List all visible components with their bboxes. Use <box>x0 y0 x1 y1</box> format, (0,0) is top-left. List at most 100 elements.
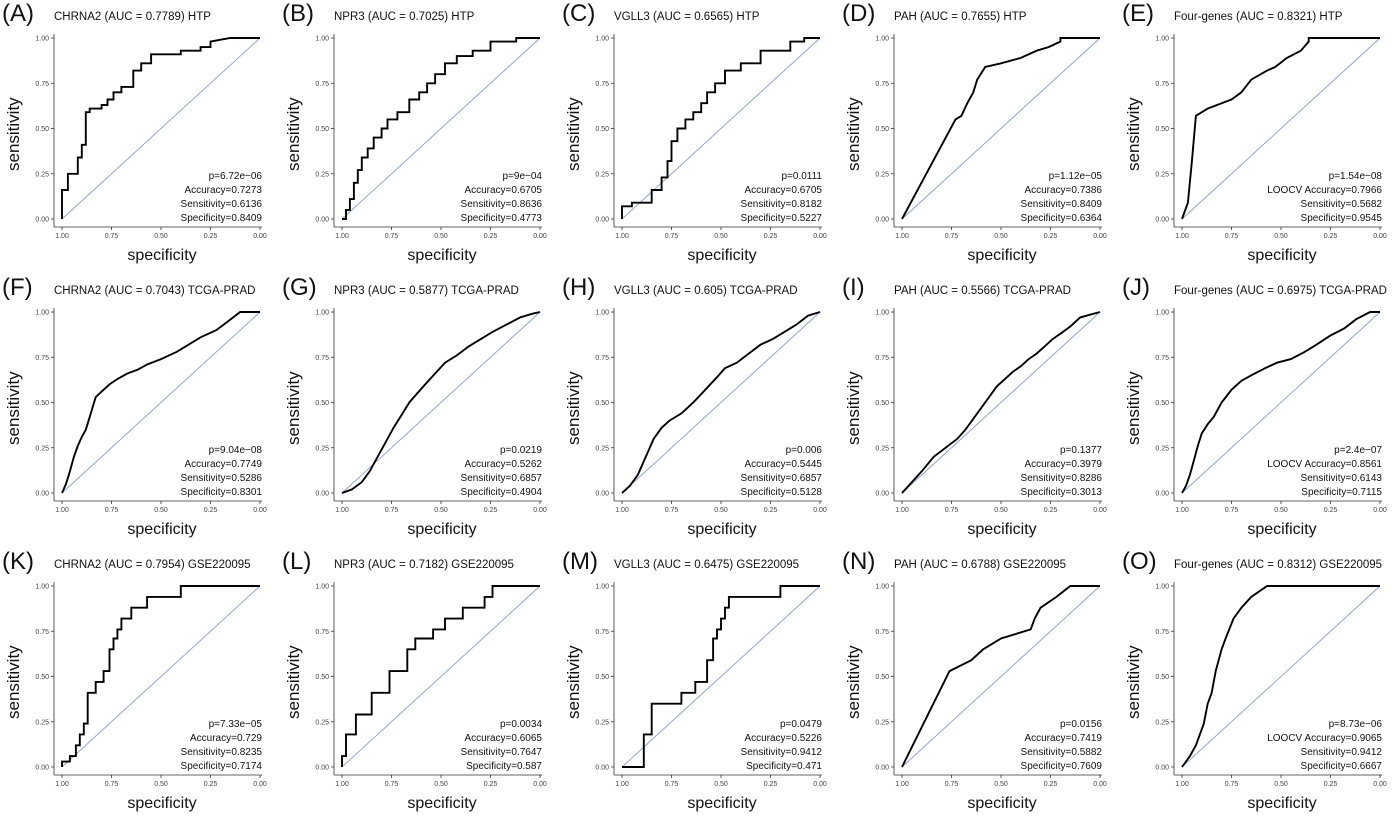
x-axis-label: specificity <box>407 795 477 812</box>
y-tick-label: 0.50 <box>315 126 329 133</box>
stats-line: Specificity=0.3013 <box>1020 487 1102 498</box>
roc-curve <box>342 37 540 220</box>
x-tick-label: 0.00 <box>1373 233 1387 240</box>
y-axis-label: sensitivity <box>4 370 23 445</box>
stats-line: Accuracy=0.7749 <box>184 459 262 470</box>
x-tick-label: 1.00 <box>55 233 69 240</box>
stats-line: LOOCV Accuracy=0.8561 <box>1267 459 1382 470</box>
stats-annotation: p=0.0219 Accuracy=0.5262 Sensitivity=0.685… <box>461 444 542 500</box>
panel-letter: (G) <box>282 274 317 301</box>
y-tick-label: 0.75 <box>595 81 609 88</box>
x-tick-label: 0.25 <box>204 781 218 788</box>
stats-annotation: p=0.0156 Accuracy=0.7419 Sensitivity=0.588… <box>1021 718 1102 774</box>
x-axis-label: specificity <box>1247 795 1317 812</box>
stats-line: Sensitivity=0.9412 <box>1300 747 1382 758</box>
reference-diagonal <box>621 585 821 768</box>
panel-letter: (D) <box>842 0 876 27</box>
stats-line: Sensitivity=0.5286 <box>180 473 262 484</box>
x-tick-label: 0.00 <box>1373 781 1387 788</box>
y-tick-label: 0.00 <box>595 491 609 498</box>
x-tick-label: 0.50 <box>994 781 1008 788</box>
x-tick-label: 1.00 <box>895 233 909 240</box>
roc-curve <box>901 585 1100 768</box>
roc-plot: 0.00 0.25 0.50 0.75 1.00 1.00 0.75 0.50 0.25 0.00 <box>35 582 267 788</box>
stats-line: Sensitivity=0.6857 <box>740 473 822 484</box>
x-tick-label: 0.25 <box>204 507 218 514</box>
stats-line: Sensitivity=0.8286 <box>1020 473 1102 484</box>
roc-curve <box>621 37 820 219</box>
x-tick-label: 0.50 <box>434 507 448 514</box>
stats-line: Specificity=0.5128 <box>740 487 822 498</box>
stats-annotation: p=9e−04 Accuracy=0.6705 Sensitivity=0.8636… <box>461 170 542 226</box>
stats-line: p=0.0156 <box>1060 719 1102 730</box>
y-tick-label: 0.00 <box>315 765 329 772</box>
roc-panel: (O) Four-genes (AUC = 0.8312) GSE220095 0.… <box>1120 548 1400 822</box>
panel-title: CHRNA2 (AUC = 0.7954) GSE220095 <box>54 559 251 571</box>
roc-plot: 0.00 0.25 0.50 0.75 1.00 1.00 0.75 0.50 0.25 0.00 <box>1155 308 1387 514</box>
reference-diagonal <box>1181 311 1381 494</box>
roc-curve <box>621 311 821 494</box>
stats-line: p=0.006 <box>785 445 822 456</box>
x-axis-label: specificity <box>1247 247 1317 264</box>
y-tick-label: 1.00 <box>315 584 329 591</box>
stats-line: Sensitivity=0.8182 <box>740 199 822 210</box>
y-tick-label: 0.00 <box>315 217 329 224</box>
y-tick-label: 1.00 <box>1155 36 1169 43</box>
reference-diagonal <box>901 311 1101 494</box>
stats-line: p=2.4e−07 <box>1334 445 1382 456</box>
y-tick-label: 0.25 <box>35 171 49 178</box>
y-tick-label: 0.00 <box>875 491 889 498</box>
roc-panel: (I) PAH (AUC = 0.5566) TCGA-PRAD 0.00 0.25 0… <box>840 274 1120 548</box>
stats-line: Accuracy=0.5262 <box>464 459 542 470</box>
x-tick-label: 0.00 <box>253 233 267 240</box>
stats-line: p=7.33e−05 <box>208 719 262 730</box>
reference-diagonal <box>901 37 1101 220</box>
roc-curve <box>901 311 1101 494</box>
x-tick-label: 1.00 <box>615 233 629 240</box>
stats-line: p=0.0479 <box>780 719 822 730</box>
x-tick-label: 1.00 <box>335 781 349 788</box>
panel-letter: (B) <box>282 0 314 27</box>
stats-annotation: p=9.04e−08 Accuracy=0.7749 Sensitivity=0.5… <box>181 444 262 500</box>
stats-line: Accuracy=0.3979 <box>1024 459 1102 470</box>
stats-line: p=8.73e−06 <box>1328 719 1382 730</box>
x-tick-label: 0.50 <box>154 781 168 788</box>
stats-line: Specificity=0.5227 <box>740 213 822 224</box>
stats-line: p=6.72e−06 <box>208 171 262 182</box>
x-tick-label: 1.00 <box>1175 781 1189 788</box>
y-tick-label: 0.75 <box>875 355 889 362</box>
x-tick-label: 1.00 <box>55 781 69 788</box>
stats-line: Specificity=0.4773 <box>460 213 542 224</box>
y-tick-label: 0.50 <box>875 400 889 407</box>
y-tick-label: 0.00 <box>1155 491 1169 498</box>
y-tick-label: 0.50 <box>35 126 49 133</box>
roc-panel: (C) VGLL3 (AUC = 0.6565) HTP 0.00 0.25 0.50 0… <box>560 0 840 274</box>
roc-panel: (K) CHRNA2 (AUC = 0.7954) GSE220095 0.00 0.… <box>0 548 280 822</box>
x-tick-label: 1.00 <box>1175 233 1189 240</box>
x-tick-label: 0.25 <box>484 781 498 788</box>
y-axis-label: sensitivity <box>844 644 863 719</box>
panel-title: CHRNA2 (AUC = 0.7789) HTP <box>54 11 211 23</box>
y-tick-label: 0.00 <box>1155 217 1169 224</box>
panel-letter: (F) <box>2 274 33 301</box>
y-tick-label: 0.75 <box>875 81 889 88</box>
roc-curve <box>341 311 541 494</box>
roc-panel: (M) VGLL3 (AUC = 0.6475) GSE220095 0.00 0.2… <box>560 548 840 822</box>
y-tick-label: 0.75 <box>1155 81 1169 88</box>
y-tick-label: 1.00 <box>35 36 49 43</box>
y-axis-label: sensitivity <box>1124 96 1143 171</box>
y-tick-label: 1.00 <box>875 310 889 317</box>
x-tick-label: 0.75 <box>105 507 119 514</box>
reference-diagonal <box>341 585 541 768</box>
roc-plot: 0.00 0.25 0.50 0.75 1.00 1.00 0.75 0.50 0.25 0.00 <box>1155 34 1387 240</box>
reference-diagonal <box>61 37 261 220</box>
y-tick-label: 1.00 <box>595 36 609 43</box>
x-tick-label: 0.75 <box>385 507 399 514</box>
stats-annotation: p=0.006 Accuracy=0.5445 Sensitivity=0.6857… <box>741 444 822 500</box>
reference-diagonal <box>621 37 821 220</box>
stats-annotation: p=0.0111 Accuracy=0.6705 Sensitivity=0.818… <box>741 170 822 226</box>
x-tick-label: 0.50 <box>1274 507 1288 514</box>
x-axis-label: specificity <box>687 521 757 538</box>
x-axis-label: specificity <box>967 795 1037 812</box>
x-tick-label: 0.75 <box>665 781 679 788</box>
